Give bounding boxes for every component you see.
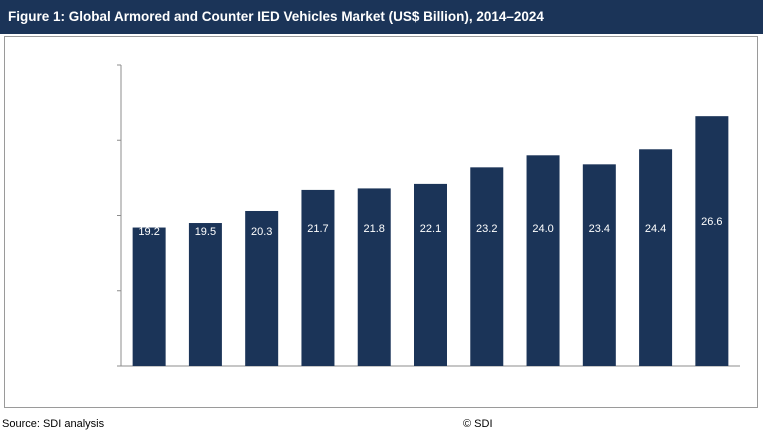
bar-data-label: 20.3 [251,226,272,238]
bar-data-label: 21.7 [307,223,328,235]
source-note: Source: SDI analysis [2,418,105,430]
bar-data-label: 19.5 [195,226,216,238]
bar-data-label: 22.1 [420,223,441,235]
bar [470,167,504,366]
bar-data-label: 23.4 [589,223,610,235]
chart-title: Figure 1: Global Armored and Counter IED… [0,0,763,34]
bar-data-label: 19.2 [138,226,159,238]
bar [526,155,560,366]
bar-data-label: 24.0 [532,223,553,235]
bar [639,149,673,366]
bar-data-label: 23.2 [476,223,497,235]
bar-data-label: 24.4 [645,223,666,235]
bar [301,189,335,366]
bar [245,210,279,366]
bar [357,188,391,366]
bar [582,164,616,366]
bar-chart: 19.2 19.5 20.3 21.7 21.8 22.1 23.2 24.0 23.4 24.4… [117,64,740,367]
bar [414,183,447,366]
chart-frame: 19.2 19.5 20.3 21.7 21.8 22.1 23.2 24.0 23.4 24.4… [4,36,758,408]
copyright-note: © SDI [463,418,493,430]
bar [695,116,729,366]
bar [188,223,222,366]
bar-data-label: 21.8 [364,223,385,235]
bar-data-label: 26.6 [701,216,722,228]
bar [132,227,166,366]
